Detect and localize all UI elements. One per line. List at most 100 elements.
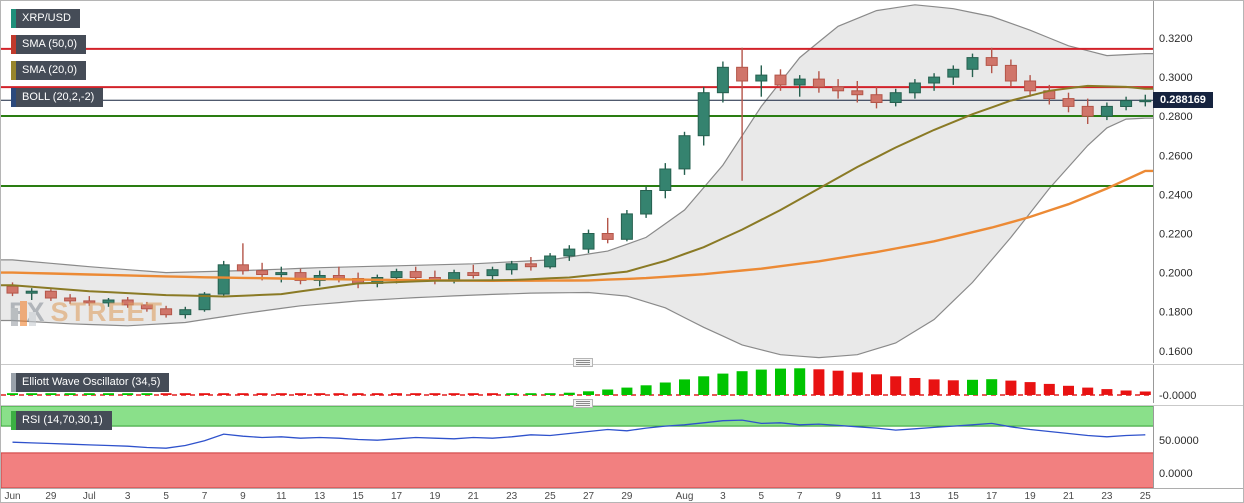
candlestick bbox=[1100, 105, 1113, 117]
time-tick-label: 15 bbox=[947, 491, 959, 502]
ewo-bar bbox=[371, 393, 383, 395]
ewo-bar bbox=[410, 393, 422, 395]
ewo-bar bbox=[1139, 391, 1151, 395]
candlestick bbox=[524, 263, 537, 268]
candlestick bbox=[1120, 100, 1133, 107]
candlestick bbox=[985, 57, 998, 66]
candlestick bbox=[1081, 105, 1094, 117]
ewo-bar bbox=[851, 372, 863, 395]
candlestick bbox=[121, 299, 134, 306]
symbol-badge-label: XRP/USD bbox=[22, 12, 71, 24]
ewo-bar bbox=[199, 393, 210, 395]
indicator-badge-sma50[interactable]: SMA (50,0) bbox=[11, 35, 87, 54]
candlestick bbox=[1139, 99, 1152, 103]
indicator-badge-ewo[interactable]: Elliott Wave Oscillator (34,5) bbox=[11, 373, 170, 392]
ewo-bar bbox=[391, 393, 402, 395]
price-tick-label: 0.1600 bbox=[1159, 346, 1193, 358]
indicator-badge-boll[interactable]: BOLL (20,2,-2) bbox=[11, 88, 104, 107]
sma50-line bbox=[1, 169, 1154, 283]
candlestick bbox=[160, 308, 173, 316]
ewo-bar bbox=[26, 393, 38, 395]
time-tick-label: 23 bbox=[506, 491, 518, 502]
price-tick-label: 0.2200 bbox=[1159, 229, 1193, 241]
panel-divider-2[interactable] bbox=[1, 405, 1243, 406]
candlestick bbox=[486, 269, 499, 277]
time-tick-label: 11 bbox=[276, 491, 287, 502]
ewo-bar bbox=[659, 382, 671, 395]
time-tick-label: 17 bbox=[986, 491, 998, 502]
ewo-bar bbox=[640, 385, 652, 396]
price-tick-label: 0.1800 bbox=[1159, 307, 1193, 319]
time-tick-label: 13 bbox=[909, 491, 921, 502]
ewo-bar bbox=[103, 393, 114, 395]
ewo-bar bbox=[467, 393, 479, 395]
time-tick-label: 23 bbox=[1101, 491, 1113, 502]
ewo-bar bbox=[237, 393, 249, 395]
candlestick bbox=[947, 68, 960, 78]
ewo-bar bbox=[967, 379, 978, 395]
time-tick-label: 27 bbox=[582, 491, 595, 502]
time-tick-label: Jul bbox=[82, 491, 96, 502]
candlestick bbox=[179, 309, 192, 316]
ewo-bar bbox=[7, 393, 18, 395]
time-tick-label: 19 bbox=[1024, 491, 1036, 502]
time-axis[interactable]: Jun 29 Jul 3 5 7 9 11 13 15 17 19 21 23 25 27 29 Aug 3 5 7 9 1… bbox=[1, 488, 1243, 502]
time-tick-label: 7 bbox=[796, 491, 803, 502]
candlestick bbox=[755, 74, 768, 82]
price-tick-label: 0.3000 bbox=[1159, 72, 1193, 84]
panel-divider-1[interactable] bbox=[1, 364, 1243, 365]
candlestick bbox=[275, 272, 288, 276]
ewo-bar bbox=[679, 379, 690, 395]
panel-resize-grip-icon[interactable] bbox=[573, 358, 593, 367]
rsi-canvas[interactable]: 50.0000 0.0000 bbox=[1, 406, 1244, 488]
ewo-bar bbox=[890, 376, 902, 395]
ewo-bar bbox=[506, 393, 518, 395]
ewo-bar bbox=[544, 393, 556, 395]
indicator-badge-sma50-label: SMA (50,0) bbox=[22, 38, 78, 50]
ewo-bar bbox=[160, 393, 172, 395]
candlestick bbox=[620, 213, 633, 240]
ewo-bar bbox=[429, 393, 441, 395]
candlestick bbox=[1062, 98, 1075, 107]
bollinger-band-area bbox=[1, 4, 1154, 358]
candlestick bbox=[563, 248, 576, 257]
price-tick-label: 0.3200 bbox=[1159, 33, 1193, 45]
rsi-0-label: 0.0000 bbox=[1159, 468, 1193, 480]
ewo-bar bbox=[333, 393, 345, 395]
ewo-bar bbox=[141, 393, 153, 395]
ewo-bar bbox=[947, 380, 959, 395]
time-tick-label: 15 bbox=[352, 491, 364, 502]
candlestick bbox=[256, 270, 269, 276]
candlestick bbox=[851, 90, 864, 96]
candlestick bbox=[697, 92, 710, 137]
ewo-bar bbox=[736, 371, 748, 395]
time-tick-label: 19 bbox=[429, 491, 441, 502]
indicator-badge-sma20-label: SMA (20,0) bbox=[22, 64, 78, 76]
time-tick-label: 29 bbox=[621, 491, 633, 502]
candlestick bbox=[390, 271, 403, 279]
rsi-50-label: 50.0000 bbox=[1159, 435, 1199, 447]
ewo-bar bbox=[256, 393, 268, 395]
ewo-bar bbox=[1101, 389, 1113, 395]
candlestick bbox=[582, 233, 595, 250]
elliott-wave-oscillator-canvas[interactable]: -0.0000 bbox=[1, 365, 1244, 403]
panel-resize-grip-icon[interactable] bbox=[573, 399, 593, 408]
ewo-bar bbox=[64, 393, 76, 395]
ewo-bar bbox=[621, 387, 633, 395]
rsi-line bbox=[12, 419, 1146, 449]
indicator-badge-boll-label: BOLL (20,2,-2) bbox=[22, 91, 95, 103]
price-chart-canvas[interactable]: 0.3200 0.3000 0.2800 0.2600 0.2400 0.2200 0.20… bbox=[1, 1, 1244, 363]
ewo-bar bbox=[755, 369, 767, 395]
ewo-bar bbox=[1043, 383, 1055, 395]
ewo-bar bbox=[179, 393, 191, 395]
indicator-badge-sma20[interactable]: SMA (20,0) bbox=[11, 61, 87, 80]
candlestick bbox=[236, 264, 249, 272]
candlestick bbox=[659, 168, 672, 191]
bollinger-lower-line bbox=[1, 117, 1154, 359]
price-tick-label: 0.2400 bbox=[1159, 189, 1193, 201]
indicator-badge-rsi[interactable]: RSI (14,70,30,1) bbox=[11, 411, 112, 430]
price-tick-label: 0.2000 bbox=[1159, 268, 1193, 280]
candlestick bbox=[928, 76, 941, 84]
symbol-badge[interactable]: XRP/USD bbox=[11, 9, 80, 28]
time-tick-label: 9 bbox=[240, 491, 246, 502]
